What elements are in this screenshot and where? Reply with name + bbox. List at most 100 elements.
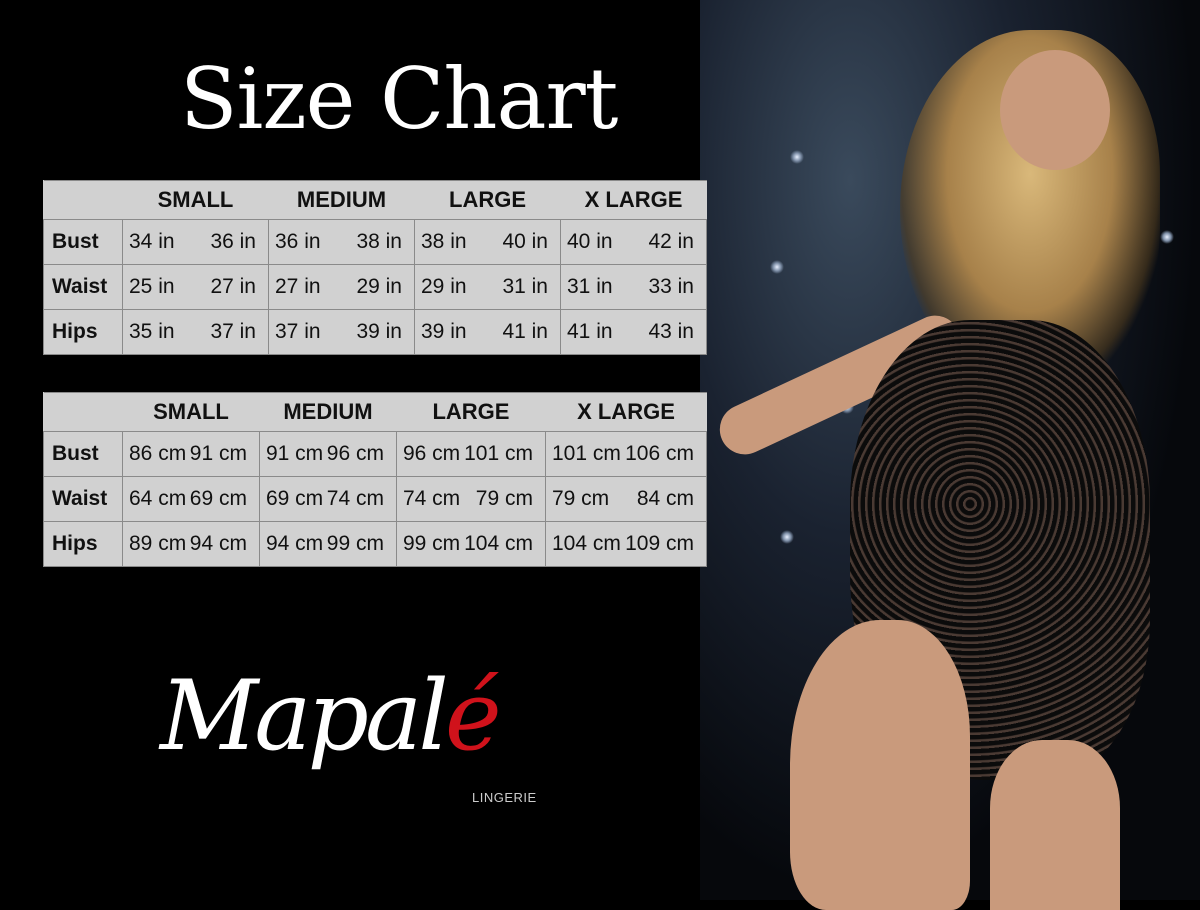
- measurement-label: Hips: [43, 309, 123, 355]
- size-range-cell: 39 in 41 in: [414, 309, 561, 355]
- measurement-value: 27 in: [210, 275, 256, 298]
- measurement-value: 96 cm: [326, 442, 384, 465]
- size-header: MEDIUM: [259, 392, 397, 432]
- measurement-value: 43 in: [648, 320, 694, 343]
- size-range-cell: 86 cm 91 cm: [122, 431, 260, 477]
- table-row: Bust 86 cm 91 cm 91 cm 96 cm 96 cm 101 cm 101 c…: [43, 431, 708, 477]
- measurement-value: 109 cm: [625, 532, 694, 555]
- measurement-value: 99 cm: [326, 532, 384, 555]
- size-range-cell: 31 in 33 in: [560, 264, 707, 310]
- measurement-value: 74 cm: [326, 487, 384, 510]
- measurement-value: 42 in: [648, 230, 694, 253]
- measurement-value: 34 in: [129, 230, 175, 253]
- size-range-cell: 34 in 36 in: [122, 219, 269, 265]
- size-range-cell: 37 in 39 in: [268, 309, 415, 355]
- size-range-cell: 96 cm 101 cm: [395, 431, 546, 477]
- measurement-value: 106 cm: [625, 442, 694, 465]
- measurement-value: 84 cm: [636, 487, 694, 510]
- size-range-cell: 79 cm 84 cm: [544, 476, 708, 522]
- empty-header-cell: [43, 392, 123, 432]
- size-table-cm: SMALL MEDIUM LARGE X LARGE Bust 86 cm 91 cm 91 …: [43, 392, 708, 567]
- measurement-value: 39 in: [356, 320, 402, 343]
- measurement-value: 33 in: [648, 275, 694, 298]
- measurement-value: 91 cm: [189, 442, 247, 465]
- measurement-value: 38 in: [421, 230, 467, 253]
- measurement-label: Hips: [43, 521, 123, 567]
- size-header: LARGE: [396, 392, 546, 432]
- size-range-cell: 25 in 27 in: [122, 264, 269, 310]
- size-range-cell: 91 cm 96 cm: [258, 431, 397, 477]
- brand-logo: Mapalé LINGERIE: [160, 660, 580, 820]
- size-range-cell: 29 in 31 in: [414, 264, 561, 310]
- measurement-value: 25 in: [129, 275, 175, 298]
- measurement-value: 94 cm: [189, 532, 247, 555]
- measurement-value: 89 cm: [129, 532, 187, 555]
- measurement-value: 79 cm: [551, 487, 610, 510]
- measurement-value: 29 in: [421, 275, 467, 298]
- measurement-value: 40 in: [567, 230, 613, 253]
- size-range-cell: 38 in 40 in: [414, 219, 561, 265]
- measurement-value: 36 in: [275, 230, 321, 253]
- measurement-value: 41 in: [567, 320, 613, 343]
- measurement-value: 101 cm: [551, 442, 621, 465]
- model-photo: [700, 0, 1200, 910]
- table-row: Hips 35 in 37 in 37 in 39 in 39 in 41 in 41 in 4…: [43, 309, 707, 355]
- measurement-label: Bust: [43, 431, 123, 477]
- logo-name: Mapal: [160, 660, 449, 772]
- measurement-value: 91 cm: [265, 442, 324, 465]
- measurement-value: 31 in: [567, 275, 613, 298]
- size-header: X LARGE: [560, 180, 707, 220]
- measurement-value: 39 in: [421, 320, 467, 343]
- measurement-value: 37 in: [210, 320, 256, 343]
- header-row: SMALL MEDIUM LARGE X LARGE: [43, 180, 707, 220]
- size-range-cell: 94 cm 99 cm: [258, 521, 397, 567]
- measurement-value: 35 in: [129, 320, 175, 343]
- empty-header-cell: [43, 180, 123, 220]
- size-range-cell: 41 in 43 in: [560, 309, 707, 355]
- measurement-value: 79 cm: [475, 487, 533, 510]
- size-header: MEDIUM: [268, 180, 415, 220]
- measurement-label: Waist: [43, 476, 123, 522]
- size-range-cell: 36 in 38 in: [268, 219, 415, 265]
- measurement-value: 29 in: [356, 275, 402, 298]
- measurement-label: Bust: [43, 219, 123, 265]
- measurement-value: 86 cm: [129, 442, 187, 465]
- size-range-cell: 104 cm 109 cm: [544, 521, 708, 567]
- size-header: SMALL: [122, 392, 260, 432]
- measurement-value: 40 in: [502, 230, 548, 253]
- measurement-value: 69 cm: [189, 487, 247, 510]
- size-range-cell: 69 cm 74 cm: [258, 476, 397, 522]
- page-title: Size Chart: [180, 50, 618, 148]
- measurement-value: 31 in: [502, 275, 548, 298]
- size-header: SMALL: [122, 180, 269, 220]
- measurement-value: 104 cm: [551, 532, 621, 555]
- measurement-value: 64 cm: [129, 487, 187, 510]
- measurement-value: 99 cm: [402, 532, 461, 555]
- size-range-cell: 35 in 37 in: [122, 309, 269, 355]
- logo-accent: é: [444, 660, 502, 772]
- measurement-value: 27 in: [275, 275, 321, 298]
- table-row: Hips 89 cm 94 cm 94 cm 99 cm 99 cm 104 cm 104 c…: [43, 521, 708, 567]
- size-range-cell: 99 cm 104 cm: [395, 521, 546, 567]
- table-row: Bust 34 in 36 in 36 in 38 in 38 in 40 in 40 in 4…: [43, 219, 707, 265]
- measurement-value: 96 cm: [402, 442, 461, 465]
- size-table-inches: SMALL MEDIUM LARGE X LARGE Bust 34 in 36 in 36 …: [43, 180, 707, 355]
- measurement-value: 69 cm: [265, 487, 324, 510]
- measurement-value: 41 in: [502, 320, 548, 343]
- size-header: LARGE: [414, 180, 561, 220]
- size-header: X LARGE: [545, 392, 707, 432]
- measurement-value: 94 cm: [265, 532, 324, 555]
- size-range-cell: 40 in 42 in: [560, 219, 707, 265]
- measurement-value: 101 cm: [464, 442, 533, 465]
- measurement-value: 36 in: [210, 230, 256, 253]
- measurement-label: Waist: [43, 264, 123, 310]
- measurement-value: 104 cm: [464, 532, 533, 555]
- header-row: SMALL MEDIUM LARGE X LARGE: [43, 392, 707, 432]
- size-range-cell: 101 cm 106 cm: [544, 431, 708, 477]
- table-row: Waist 25 in 27 in 27 in 29 in 29 in 31 in 31 in…: [43, 264, 707, 310]
- logo-subtitle: LINGERIE: [472, 790, 537, 805]
- measurement-value: 37 in: [275, 320, 321, 343]
- size-range-cell: 89 cm 94 cm: [122, 521, 260, 567]
- measurement-value: 74 cm: [402, 487, 461, 510]
- measurement-value: 38 in: [356, 230, 402, 253]
